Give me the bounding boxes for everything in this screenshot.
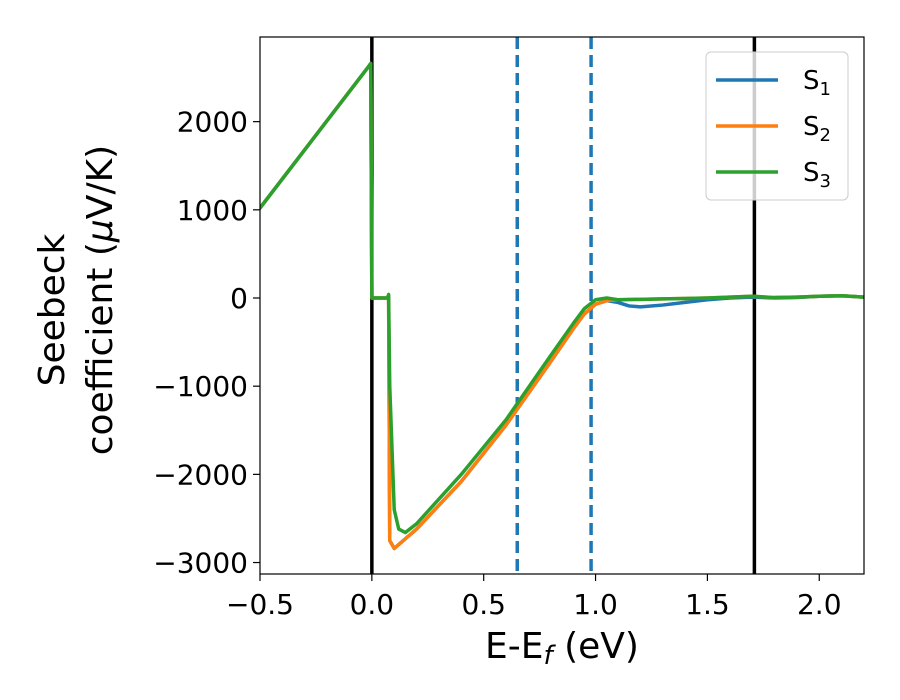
x-tick-label: 2.0 (797, 588, 842, 621)
series-layer (260, 61, 864, 551)
y-axis: −3000 −2000 −1000 0 1000 2000 (153, 106, 260, 580)
y-tick-label: −2000 (153, 458, 248, 491)
y-axis-title-line1: Seebeck (32, 233, 73, 386)
y-axis-title: Seebeck coefficient (μV/K) (32, 145, 121, 455)
legend: S1 S2 S3 (705, 51, 849, 201)
y-tick-label: 0 (230, 282, 248, 315)
x-tick-label: 0.0 (350, 588, 395, 621)
legend-label-s2: S2 (803, 112, 831, 146)
legend-label-s1: S1 (803, 66, 831, 100)
series-line-s3 (260, 61, 864, 535)
x-tick-label: −0.5 (226, 588, 294, 621)
y-axis-title-line2: coefficient (μV/K) (80, 145, 121, 455)
plot-frame (259, 36, 865, 575)
y-tick-label: 1000 (177, 194, 248, 227)
y-tick-label: 2000 (177, 106, 248, 139)
x-axis: −0.5 0.0 0.5 1.0 1.5 2.0 (226, 574, 842, 621)
legend-label-s3: S3 (803, 158, 831, 192)
x-tick-label: 1.0 (573, 588, 618, 621)
x-tick-label: 1.5 (685, 588, 730, 621)
x-axis-title: E-Ef (eV) (485, 626, 639, 671)
x-tick-label: 0.5 (461, 588, 506, 621)
y-tick-label: −3000 (153, 547, 248, 580)
y-tick-label: −1000 (153, 370, 248, 403)
